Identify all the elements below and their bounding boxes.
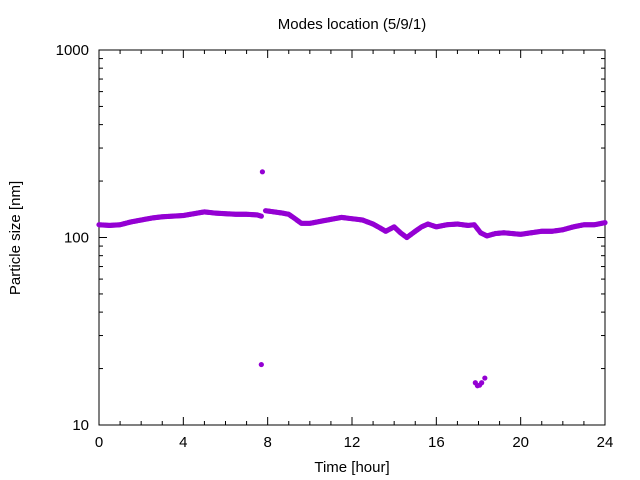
outlier-point xyxy=(482,375,488,381)
x-tick-label: 20 xyxy=(512,434,529,451)
chart-title: Modes location (5/9/1) xyxy=(278,16,426,33)
x-tick-label: 0 xyxy=(95,434,103,451)
y-tick-label: 100 xyxy=(64,230,89,247)
plot-frame xyxy=(98,49,606,426)
outlier-point xyxy=(259,169,265,175)
outlier-point xyxy=(258,361,264,368)
axis-tick-labels: 0 4 8 12 16 20 24 10 100 1000 xyxy=(56,42,614,451)
y-axis-label: Particle size [nm] xyxy=(7,181,24,295)
x-tick-label: 16 xyxy=(428,434,445,451)
x-axis-label: Time [hour] xyxy=(314,459,389,476)
outlier-point xyxy=(479,380,485,386)
x-tick-label: 12 xyxy=(344,434,361,451)
axis-ticks xyxy=(98,49,606,426)
plot-border xyxy=(98,49,606,426)
y-tick-label: 1000 xyxy=(56,42,89,59)
main-mode-point xyxy=(258,213,264,219)
x-tick-label: 8 xyxy=(263,434,271,451)
y-tick-label: 10 xyxy=(72,417,89,434)
x-tick-label: 4 xyxy=(179,434,187,451)
x-tick-label: 24 xyxy=(597,434,614,451)
main-mode-point xyxy=(602,220,608,226)
data-points xyxy=(96,169,608,389)
